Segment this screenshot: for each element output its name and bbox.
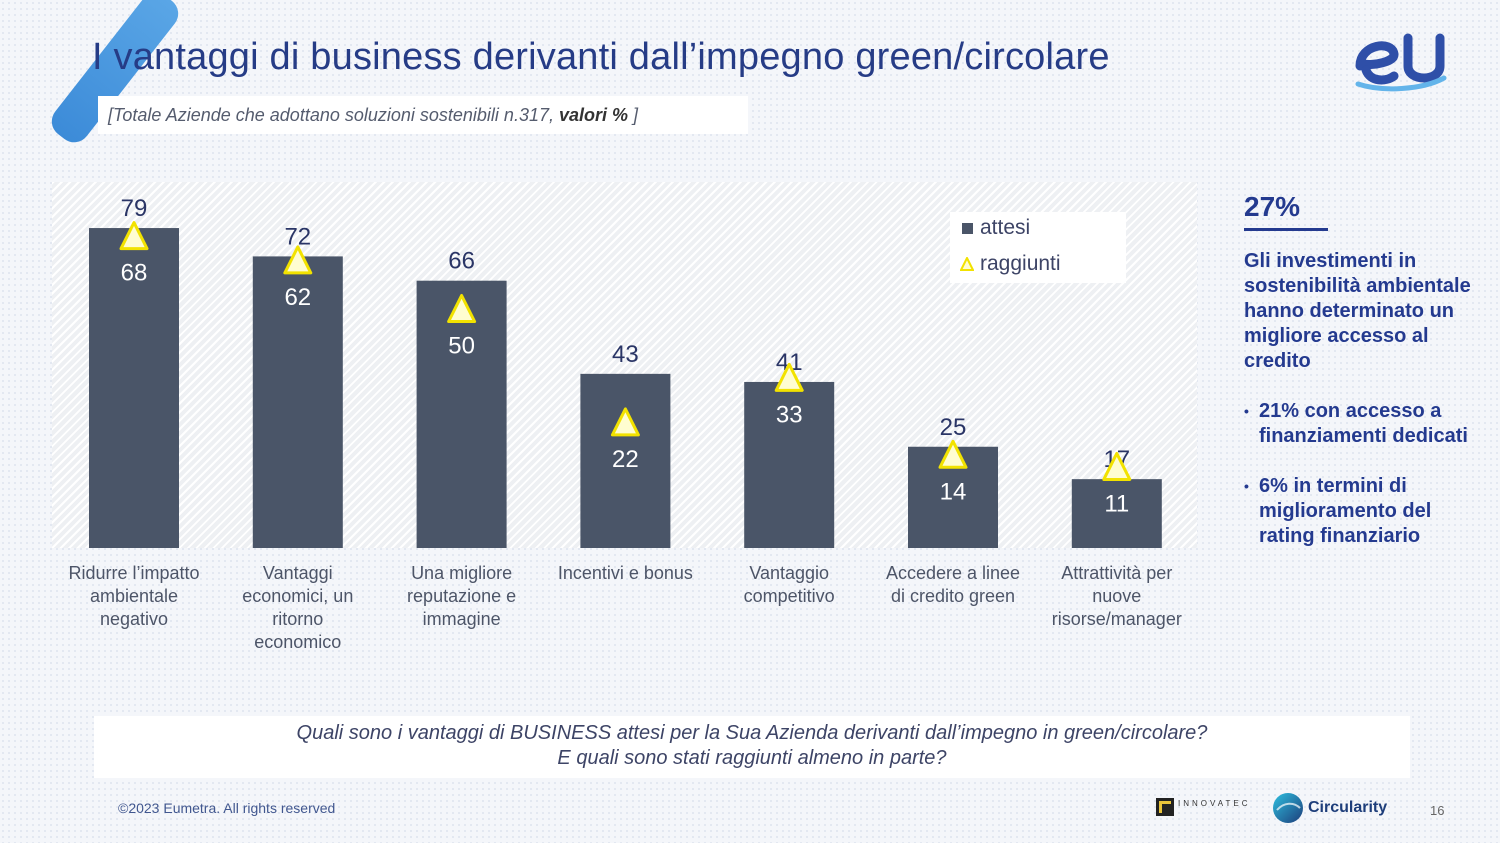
category-label-line: ambientale	[89, 586, 179, 606]
category-label-line: di credito green	[890, 586, 1016, 606]
category-label-line: Ridurre l’impatto	[68, 563, 200, 583]
category-label: Vantaggio competitivo	[709, 562, 869, 608]
category-label-line: Una migliore	[411, 563, 513, 583]
copyright: ©2023 Eumetra. All rights reserved	[118, 800, 336, 816]
highlight-bullet: 21% con accesso a finanziamenti dedicati	[1244, 399, 1484, 449]
category-label-line: risorse/manager	[1051, 609, 1182, 629]
category-label: Una migliore reputazione e immagine	[382, 562, 542, 631]
chart-legend: attesi raggiunti	[950, 212, 1126, 283]
category-label-line: Vantaggio	[749, 563, 830, 583]
category-label-line: Vantaggi	[262, 563, 333, 583]
page-number: 16	[1430, 803, 1445, 818]
highlight-headline: Gli investimenti in sostenibilità ambien…	[1244, 250, 1471, 372]
category-label-line: nuove	[1092, 586, 1142, 606]
category-label: Attrattività per nuove risorse/manager	[1037, 562, 1197, 631]
category-label: Incentivi e bonus	[545, 562, 705, 585]
category-label-line: reputazione e	[407, 586, 517, 606]
side-panel: 27% Gli investimenti in sostenibilità am…	[1244, 190, 1484, 574]
highlight-percent: 27%	[1244, 191, 1301, 222]
category-label-line: competitivo	[743, 586, 835, 606]
sample-note-bold: valori %	[558, 105, 629, 125]
circularity-name: Circularity	[1308, 799, 1388, 816]
survey-question: Quali sono i vantaggi di BUSINESS attesi…	[94, 716, 1410, 778]
survey-question-line1: Quali sono i vantaggi di BUSINESS attesi…	[296, 722, 1208, 744]
category-label-line: Attrattività per	[1061, 563, 1173, 583]
circularity-logo: Circularity	[1272, 792, 1402, 826]
innovatec-logo: INNOVATEC	[1156, 798, 1266, 820]
category-label-line: Incentivi e bonus	[557, 563, 693, 583]
sample-note: [Totale Aziende che adottano soluzioni s…	[98, 96, 748, 134]
highlight-bullet: 6% in termini di miglioramento del ratin…	[1244, 474, 1484, 549]
legend-square-icon	[962, 223, 973, 234]
legend-triangle-icon	[960, 257, 974, 271]
eumetra-logo	[1355, 33, 1447, 92]
sample-note-text: [Totale Aziende che adottano soluzioni s…	[108, 105, 559, 125]
category-label-line: negativo	[99, 609, 169, 629]
legend-label-attesi: attesi	[980, 216, 1031, 239]
category-label: Vantaggi economici, un ritorno economico	[218, 562, 378, 654]
category-label-line: immagine	[422, 609, 501, 629]
innovatec-name: INNOVATEC	[1178, 799, 1251, 808]
category-label-line: economico	[254, 632, 342, 652]
highlight-underline	[1244, 228, 1328, 231]
category-label-line: Accedere a linee	[885, 563, 1021, 583]
legend-label-raggiunti: raggiunti	[980, 252, 1061, 275]
sample-note-close: ]	[628, 105, 639, 125]
survey-question-line2: E quali sono stati raggiunti almeno in p…	[557, 747, 947, 769]
category-label-line: ritorno	[272, 609, 324, 629]
circularity-globe-icon	[1273, 793, 1303, 823]
innovatec-mark-icon	[1156, 798, 1174, 816]
category-label-line: economici, un	[242, 586, 354, 606]
legend-item-attesi: attesi	[962, 216, 1031, 240]
category-label: Ridurre l’impatto ambientale negativo	[54, 562, 214, 631]
legend-item-raggiunti: raggiunti	[960, 252, 1061, 276]
category-label: Accedere a linee di credito green	[873, 562, 1033, 608]
page-title: I vantaggi di business derivanti dall’im…	[92, 36, 1110, 78]
